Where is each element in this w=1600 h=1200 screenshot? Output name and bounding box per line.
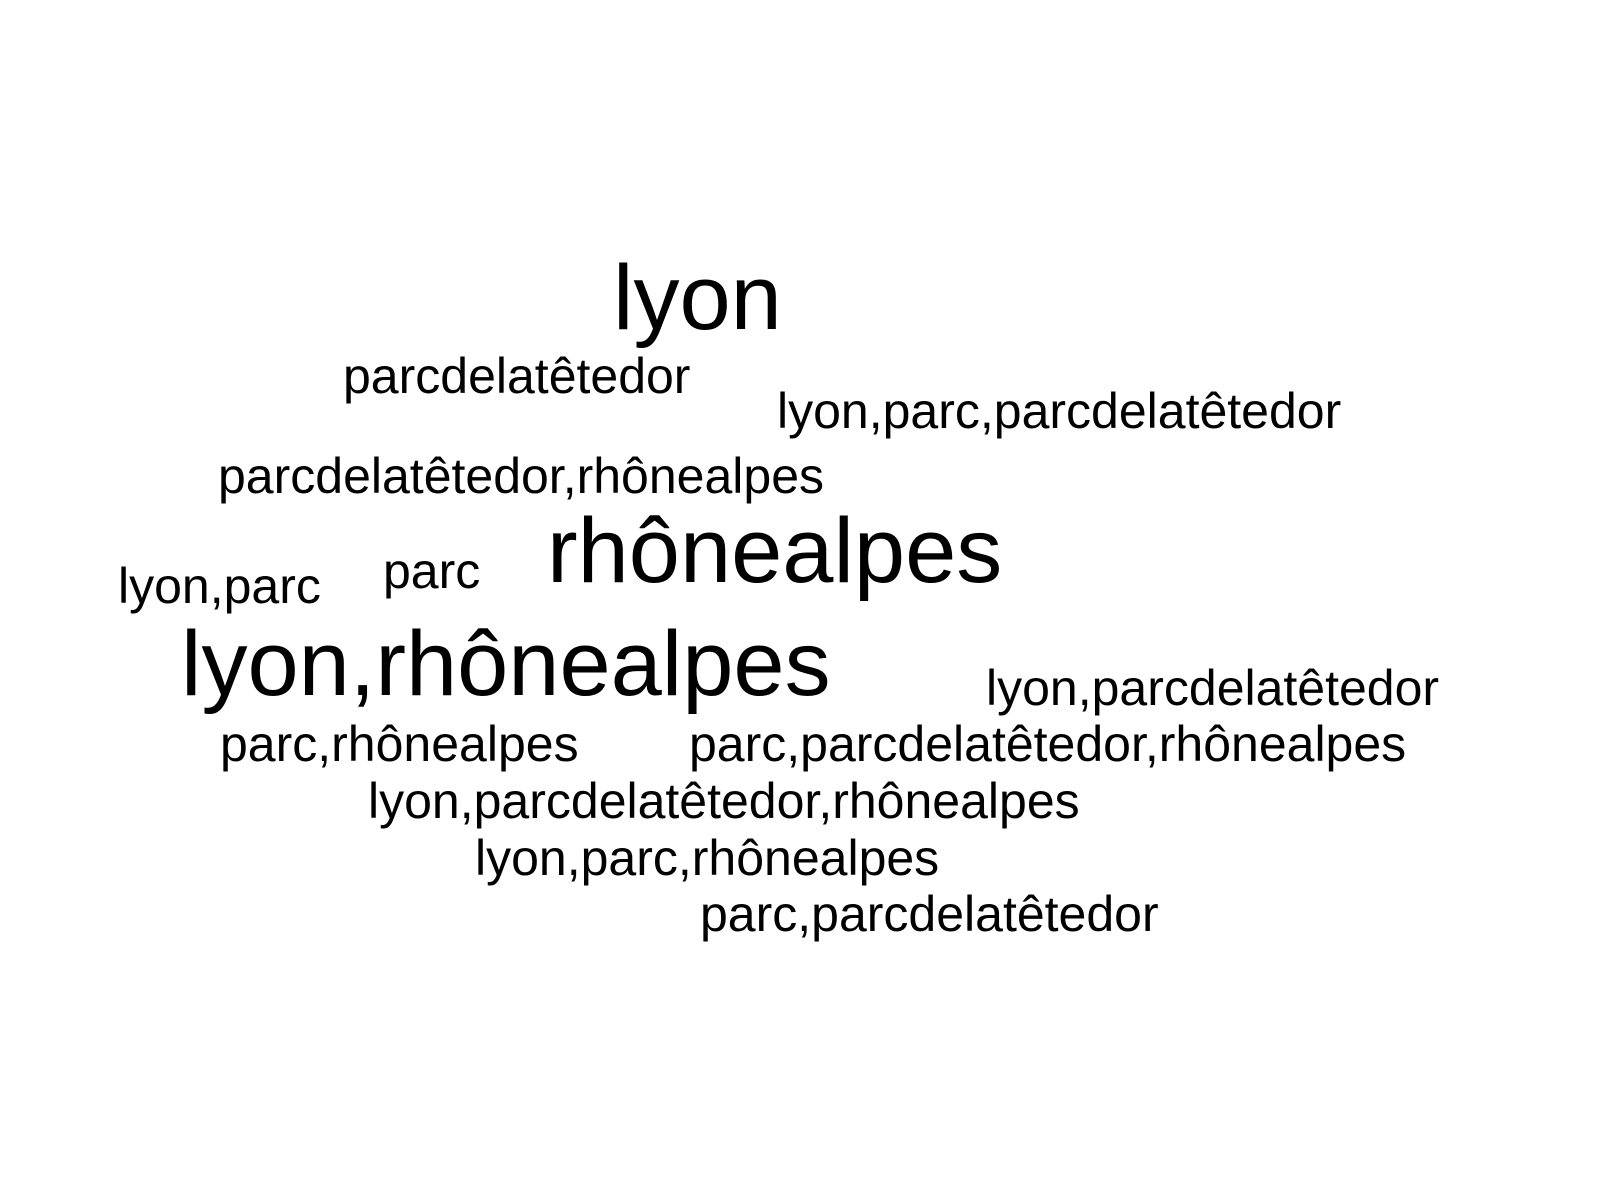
- word-lyon-rhonealpes: lyon,rhônealpes: [181, 613, 831, 716]
- word-parc-rhonealpes: parc,rhônealpes: [220, 716, 579, 772]
- word-parc: parc: [383, 543, 481, 599]
- word-parcdelatetedor: parcdelatêtedor: [343, 348, 691, 404]
- word-parc-parcdelatetedor-rhonealpes: parc,parcdelatêtedor,rhônealpes: [689, 716, 1407, 772]
- word-lyon-parc: lyon,parc: [118, 558, 321, 614]
- word-parc-parcdelatetedor: parc,parcdelatêtedor: [700, 886, 1159, 942]
- word-lyon-parc-rhonealpes: lyon,parc,rhônealpes: [475, 830, 940, 886]
- word-lyon-parcdelatetedor: lyon,parcdelatêtedor: [986, 660, 1440, 716]
- word-lyon: lyon: [613, 247, 782, 350]
- word-parcdelatetedor-rhonealpes: parcdelatêtedor,rhônealpes: [218, 448, 825, 504]
- word-rhonealpes: rhônealpes: [547, 500, 1003, 603]
- word-lyon-parc-parcdelatetedor: lyon,parc,parcdelatêtedor: [777, 383, 1342, 439]
- word-lyon-parcdelatetedor-rhonealpes: lyon,parcdelatêtedor,rhônealpes: [368, 773, 1080, 829]
